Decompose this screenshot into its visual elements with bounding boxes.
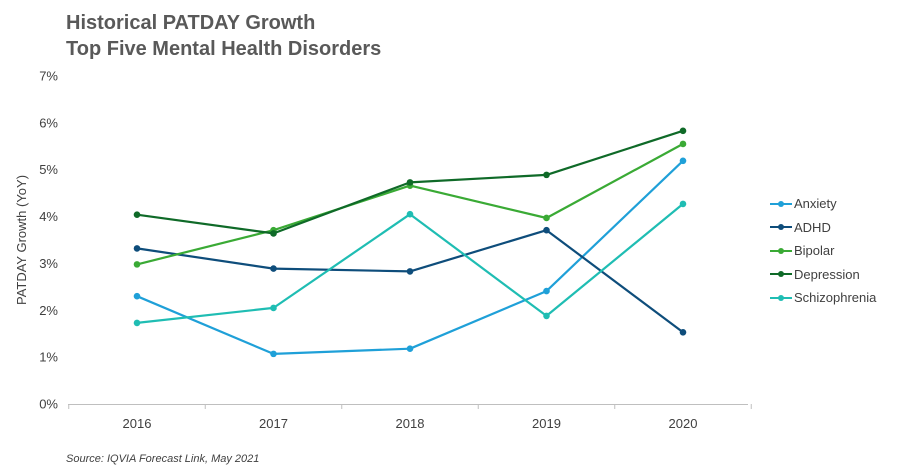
y-tick-label: 3% (39, 256, 58, 271)
legend-label: ADHD (794, 219, 831, 235)
x-tick-label: 2017 (259, 416, 288, 431)
data-point (406, 268, 414, 275)
data-point (543, 287, 550, 295)
data-point (270, 350, 277, 358)
legend-swatch (770, 268, 792, 280)
data-point (406, 345, 414, 353)
data-point (543, 312, 550, 320)
legend-label: Bipolar (794, 243, 835, 259)
data-point (679, 140, 687, 148)
data-point (679, 157, 687, 165)
legend-item-adhd: ADHD (770, 216, 876, 240)
series-adhd (133, 226, 687, 336)
y-tick-label: 2% (39, 303, 58, 318)
legend-item-anxiety: Anxiety (770, 192, 876, 216)
series-anxiety (133, 157, 687, 358)
y-tick-label: 5% (39, 162, 58, 177)
y-tick-label: 6% (39, 115, 58, 130)
legend-label: Anxiety (794, 196, 837, 212)
legend-item-bipolar: Bipolar (770, 239, 876, 263)
legend-swatch (770, 198, 792, 210)
legend-swatch (770, 221, 792, 233)
data-point (270, 265, 277, 272)
series-line (136, 229, 684, 334)
x-tick-label: 2020 (669, 416, 698, 431)
series-line (136, 160, 684, 355)
data-point (133, 211, 141, 218)
chart-title-line-2: Top Five Mental Health Disorders (66, 38, 382, 60)
chart-title: Historical PATDAY Growth Top Five Mental… (66, 10, 381, 62)
legend-swatch (770, 245, 792, 257)
data-point (406, 210, 414, 218)
legend-label: Schizophrenia (794, 290, 877, 306)
series-bipolar (133, 140, 687, 268)
data-point (270, 230, 277, 237)
axes-layer: 0% 1% 2% 3% 4% 5% 6% 7% 2016 2017 2018 2019 2020 (39, 69, 752, 431)
legend-item-depression: Depression (770, 263, 876, 287)
data-point (543, 214, 550, 222)
x-tick-label: 2019 (532, 416, 561, 431)
y-tick-label: 4% (39, 209, 58, 224)
source-note: Source: IQVIA Forecast Link, May 2021 (66, 453, 260, 465)
y-tick-label: 7% (39, 69, 58, 84)
series-depression (133, 127, 687, 237)
data-point (543, 171, 550, 179)
data-point (679, 329, 687, 336)
legend-item-schizophrenia: Schizophrenia (770, 286, 876, 310)
x-tick-label: 2016 (123, 416, 152, 431)
data-point (679, 127, 687, 135)
data-point (133, 261, 141, 268)
legend: Anxiety ADHD Bipolar Depression Schizophreni… (770, 192, 876, 310)
series-line (136, 142, 684, 266)
series-layer (133, 127, 687, 358)
data-point (543, 226, 550, 234)
data-point (133, 319, 141, 327)
data-point (679, 200, 687, 208)
y-tick-label: 1% (39, 350, 58, 365)
y-axis-label: PATDAY Growth (YoY) (14, 175, 29, 305)
legend-swatch (770, 292, 792, 304)
data-point (270, 304, 277, 312)
data-point (406, 179, 414, 186)
chart-title-line-1: Historical PATDAY Growth (66, 12, 316, 34)
series-line (136, 203, 684, 324)
y-tick-label: 0% (39, 397, 58, 412)
data-point (133, 292, 141, 300)
data-point (133, 245, 141, 252)
legend-label: Depression (794, 266, 860, 282)
x-tick-label: 2018 (396, 416, 425, 431)
series-schizophrenia (133, 200, 687, 327)
